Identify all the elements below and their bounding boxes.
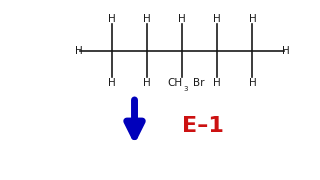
Text: H: H [249,78,256,88]
Text: H: H [213,14,221,24]
Text: H: H [282,46,290,56]
Text: E–1: E–1 [182,116,224,136]
Text: H: H [75,46,83,56]
Text: H: H [213,78,221,88]
Text: CH: CH [167,78,182,88]
Text: H: H [108,78,116,88]
Text: H: H [108,14,116,24]
Text: H: H [143,14,151,24]
Text: Br: Br [194,78,205,88]
Text: H: H [143,78,151,88]
Text: 3: 3 [184,86,188,92]
Text: H: H [179,14,186,24]
Text: H: H [249,14,256,24]
